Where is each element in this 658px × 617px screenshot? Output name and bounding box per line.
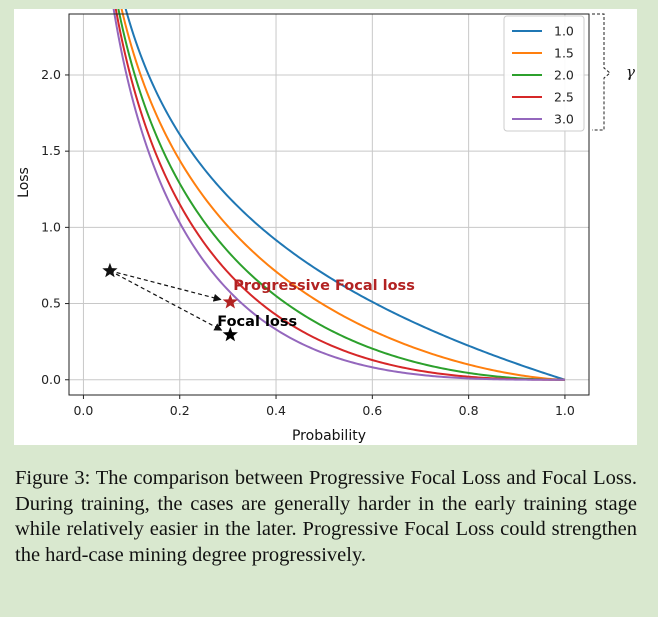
x-tick-label: 0.2	[170, 403, 190, 418]
y-tick-label: 1.5	[41, 143, 61, 158]
plot-frame	[68, 13, 590, 396]
figure: 0.0 0.2 0.4 0.6 0.8 1.0 0.0 0.5 1.0 1.5 2.0 Probab…	[14, 9, 637, 445]
legend-box	[503, 15, 585, 132]
x-tick-label: 1.0	[555, 403, 575, 418]
figure-caption: Figure 3: The comparison between Progres…	[15, 467, 637, 566]
legend: 1.0 1.5 2.0 2.5 3.0	[503, 15, 585, 132]
gamma-brace	[592, 13, 611, 131]
series-line-gamma-1.0	[124, 9, 566, 381]
arrow-to-pfl	[109, 270, 222, 302]
series-line-gamma-1.5	[120, 9, 565, 381]
x-axis-label: Probability	[292, 428, 366, 444]
series-line-gamma-2.5	[114, 9, 565, 381]
gamma-label: γ	[626, 63, 635, 81]
series-line-gamma-3.0	[112, 9, 565, 381]
x-tick-label: 0.8	[459, 403, 479, 418]
y-axis-label: Loss	[16, 167, 32, 198]
y-tick-label: 0.0	[41, 372, 61, 387]
x-tick-label: 0.0	[73, 403, 93, 418]
star-marker-fl	[222, 326, 238, 342]
legend-label: 3.0	[554, 112, 574, 127]
arrow-to-fl	[109, 270, 223, 331]
y-tick-label: 1.0	[41, 219, 61, 234]
annotation-progressive-focal-loss: Progressive Focal loss	[233, 278, 415, 294]
annotation-focal-loss: Focal loss	[217, 314, 297, 330]
legend-label: 1.0	[554, 24, 574, 39]
legend-label: 2.0	[554, 68, 574, 83]
series-line-gamma-2.0	[117, 9, 565, 381]
legend-label: 1.5	[554, 46, 574, 61]
legend-label: 2.5	[554, 90, 574, 105]
y-tick-label: 0.5	[41, 296, 61, 311]
y-tick-label: 2.0	[41, 67, 61, 82]
star-marker-pfl	[222, 294, 238, 309]
start-star-marker	[102, 262, 118, 278]
loss-chart: 0.0 0.2 0.4 0.6 0.8 1.0 0.0 0.5 1.0 1.5 2.0 Probab…	[16, 9, 590, 444]
x-tick-label: 0.4	[266, 403, 286, 418]
x-tick-label: 0.6	[362, 403, 382, 418]
